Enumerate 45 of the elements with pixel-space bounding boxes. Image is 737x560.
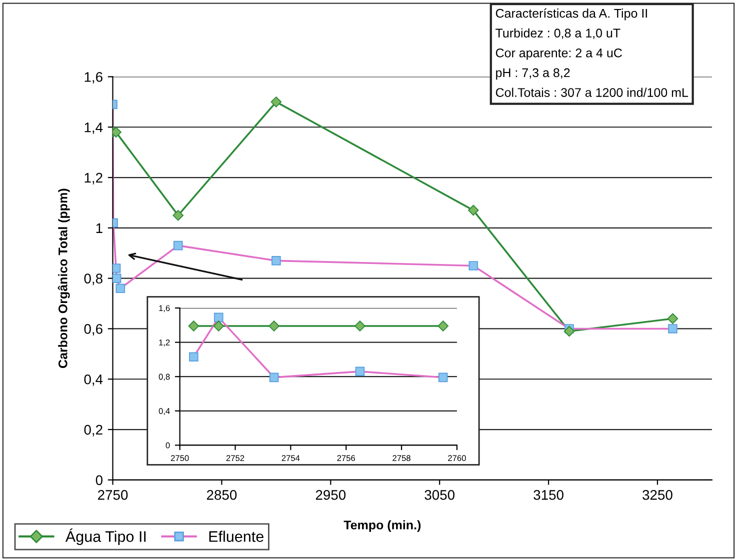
text: Características da A. Tipo II <box>496 8 647 20</box>
y-tick-label: 0 <box>166 442 170 448</box>
x-tick-label: 2754 <box>282 455 300 462</box>
y-tick-label: 1,6 <box>84 72 102 84</box>
x-tick-label: 2750 <box>170 455 189 462</box>
y-tick-label: 0,2 <box>84 424 102 436</box>
point <box>268 320 280 332</box>
y-tick-label: 1,2 <box>84 172 102 184</box>
x-tick-label: 2760 <box>448 455 466 462</box>
point <box>667 313 678 324</box>
y-tick-label: 0 <box>96 475 102 486</box>
legend-label: Água Tipo II <box>65 528 146 545</box>
point <box>213 320 224 332</box>
y-tick-label: 1,2 <box>159 340 170 346</box>
y-axis-title: Carbono Orgânico Total (ppm) <box>58 188 70 368</box>
point <box>270 96 282 108</box>
y-tick-label: 0,8 <box>158 374 170 381</box>
x-tick-label: 3050 <box>424 490 454 500</box>
point <box>354 320 366 332</box>
y-tick-label: 0,8 <box>84 274 102 286</box>
text: Cor aparente: 2 a 4 uC <box>496 48 622 60</box>
x-axis-title: Tempo (min.) <box>344 520 421 532</box>
x-tick-label: 2950 <box>316 490 346 500</box>
x-tick-label: 2850 <box>206 490 237 500</box>
point <box>564 326 575 337</box>
x-tick-label: 2758 <box>392 455 410 462</box>
point <box>468 204 479 216</box>
x-tick-label: 2750 <box>98 490 128 500</box>
y-tick-label: 1 <box>96 223 102 233</box>
y-tick-label: 0,4 <box>84 374 103 386</box>
y-tick-label: 0,4 <box>158 408 170 415</box>
annotation: Col.Totais : 307 a 1200 ind/100 mL <box>496 88 688 97</box>
y-tick-label: 1,4 <box>84 122 103 134</box>
x-tick-label: 3250 <box>642 490 672 500</box>
point <box>188 320 200 332</box>
x-tick-label: 2756 <box>337 455 355 462</box>
y-tick-label: 1,6 <box>159 305 170 312</box>
text: Turbidez : 0,8 a 1,0 uT <box>496 28 620 40</box>
x-tick-label: 3150 <box>534 490 564 500</box>
point <box>438 320 448 332</box>
legend-label: Efluente <box>209 530 264 542</box>
annotation: pH : 7,3 a 8,2 <box>496 68 570 80</box>
x-tick-label: 2752 <box>226 455 244 462</box>
y-tick-label: 0,6 <box>84 324 102 336</box>
point <box>172 210 184 221</box>
